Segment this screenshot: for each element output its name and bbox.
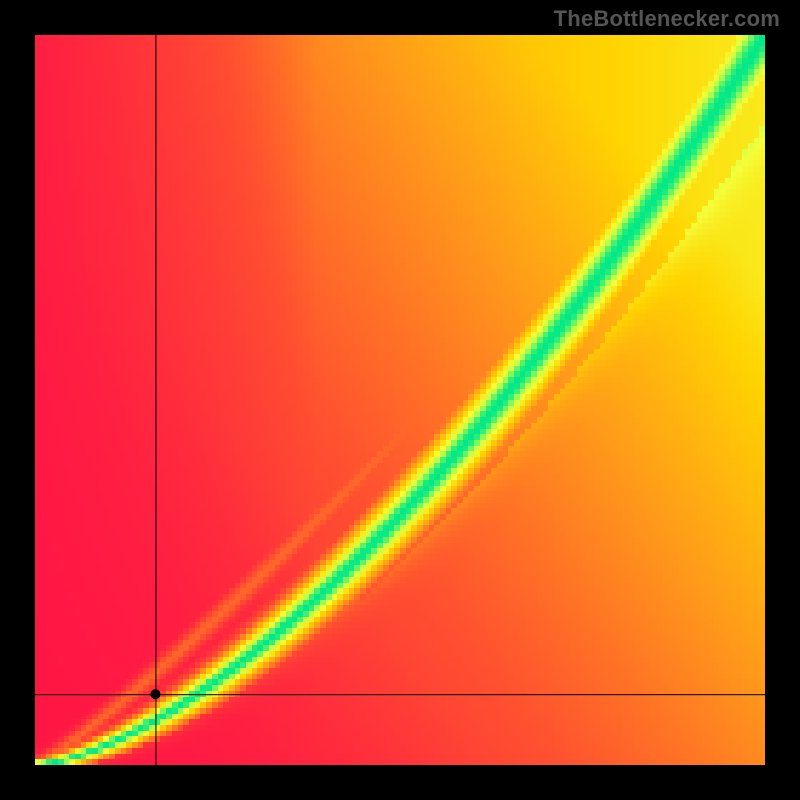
watermark-text: TheBottlenecker.com	[554, 6, 780, 32]
page-root: TheBottlenecker.com	[0, 0, 800, 800]
heatmap-plot	[35, 35, 765, 765]
heatmap-canvas	[35, 35, 765, 765]
